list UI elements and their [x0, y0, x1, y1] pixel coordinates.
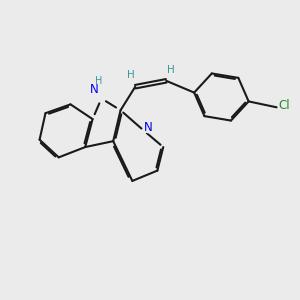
Text: H: H — [95, 76, 103, 86]
Text: N: N — [144, 122, 153, 134]
Text: Cl: Cl — [278, 99, 290, 112]
Circle shape — [88, 83, 100, 96]
Text: H: H — [167, 65, 175, 76]
Circle shape — [144, 123, 153, 133]
Text: H: H — [127, 70, 135, 80]
Text: N: N — [90, 83, 98, 96]
